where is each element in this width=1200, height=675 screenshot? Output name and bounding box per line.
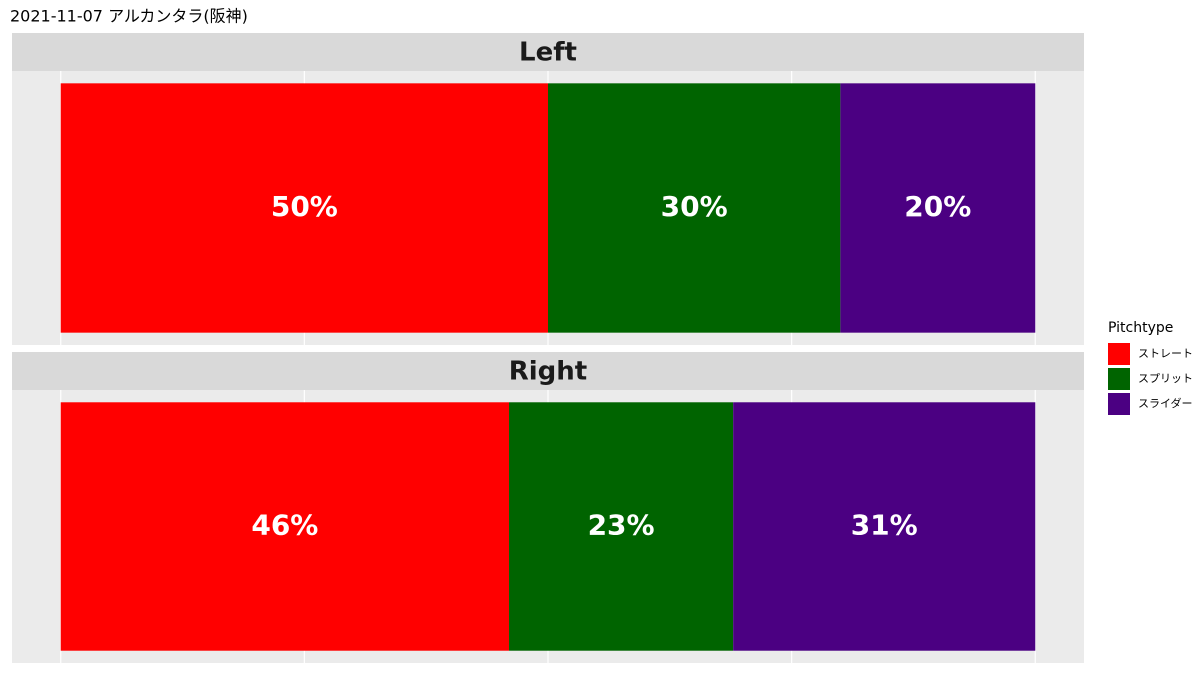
facet-label: Left xyxy=(519,38,577,68)
bar-segment xyxy=(60,83,549,333)
legend-title: Pitchtype xyxy=(1108,320,1173,336)
legend-label: スプリット xyxy=(1138,372,1193,385)
bar-segment xyxy=(733,402,1036,651)
legend-label: ストレート xyxy=(1138,347,1193,360)
bar-segment xyxy=(509,402,734,651)
data-label: 31% xyxy=(851,509,918,542)
data-label: 46% xyxy=(251,509,318,542)
legend-label: スライダー xyxy=(1138,396,1193,410)
legend-swatch xyxy=(1108,368,1130,390)
data-label: 50% xyxy=(271,190,338,223)
facet-label: Right xyxy=(509,357,587,387)
data-label: 20% xyxy=(904,190,971,223)
data-label: 23% xyxy=(588,509,655,542)
strip xyxy=(12,352,1084,390)
bar-segment xyxy=(60,402,510,651)
strip xyxy=(12,33,1084,71)
bar-segment xyxy=(840,83,1036,333)
data-label: 30% xyxy=(661,190,728,223)
legend-swatch xyxy=(1108,393,1130,415)
bar-segment xyxy=(548,83,841,333)
legend-swatch xyxy=(1108,343,1130,365)
chart-title: 2021-11-07 アルカンタラ(阪神) xyxy=(10,7,248,26)
